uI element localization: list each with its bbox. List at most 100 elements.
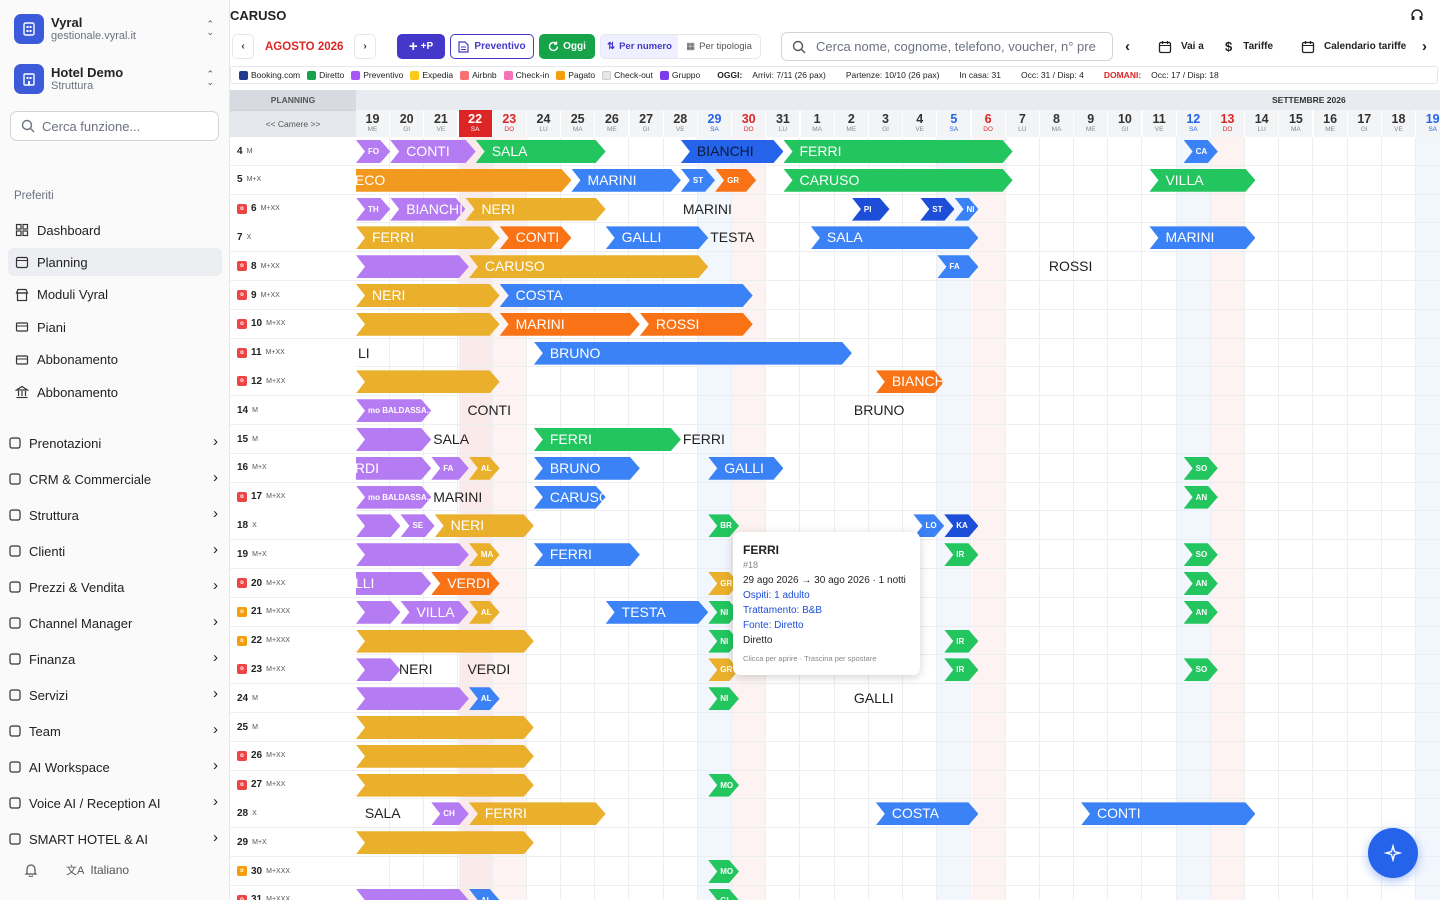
day-header[interactable]: 2 ME — [834, 110, 869, 137]
sidebar-group-servizi[interactable]: Servizi › — [8, 681, 222, 709]
booking-label[interactable]: NERI — [399, 661, 433, 678]
booking-bar[interactable]: AL — [469, 687, 500, 710]
day-header[interactable]: 22 SA — [458, 110, 493, 137]
day-header[interactable]: 7 LU — [1005, 110, 1040, 137]
day-header[interactable]: 19 SA — [1416, 110, 1440, 137]
day-header[interactable]: 31 LU — [766, 110, 801, 137]
day-header[interactable]: 21 VE — [424, 110, 459, 137]
booking-bar[interactable]: TH — [356, 198, 390, 221]
booking-bar[interactable]: FO — [356, 140, 390, 163]
booking-bar[interactable]: NERI — [435, 514, 534, 537]
booking-bar[interactable]: NERI — [356, 284, 500, 307]
booking-bar[interactable]: SE — [400, 514, 434, 537]
booking-bar[interactable]: IR — [944, 543, 978, 566]
booking-bar[interactable]: GR — [708, 658, 739, 681]
day-header[interactable]: 5 SA — [937, 110, 972, 137]
booking-bar[interactable]: GALLI — [606, 226, 709, 249]
booking-bar[interactable]: CH — [431, 802, 469, 825]
day-header[interactable]: 10 GI — [1108, 110, 1143, 137]
room-row-label[interactable]: o 27 M+XX — [230, 770, 356, 800]
function-search-input[interactable]: Cerca funzione... — [10, 111, 219, 141]
booking-bar[interactable]: CONTI — [390, 140, 476, 163]
booking-bar[interactable]: GR — [708, 572, 739, 595]
day-header[interactable]: 13 DO — [1211, 110, 1245, 137]
booking-bar[interactable]: SO — [1184, 658, 1218, 681]
booking-bar[interactable]: ST — [920, 198, 954, 221]
booking-bar[interactable]: FERRI — [534, 543, 640, 566]
day-header[interactable]: 3 GI — [869, 110, 903, 137]
booking-bar[interactable]: MARINI — [1149, 226, 1255, 249]
room-row-label[interactable]: 28 X — [230, 799, 356, 829]
booking-label[interactable]: SALA — [364, 805, 401, 822]
workspace-switcher[interactable]: Vyral gestionale.vyral.it ⌃ ⌄ — [8, 7, 222, 51]
booking-label[interactable]: MARINI — [682, 200, 732, 217]
room-row-label[interactable]: 14 M — [230, 396, 356, 426]
booking-bar[interactable]: BIANCHI — [876, 370, 944, 393]
room-row-label[interactable]: o 10 M+XX — [230, 309, 356, 339]
booking-bar[interactable]: AN — [1184, 572, 1218, 595]
booking-bar[interactable]: PI — [852, 198, 890, 221]
booking-bar[interactable]: VERDI — [431, 572, 499, 595]
room-row-label[interactable]: o 21 M+XXX — [230, 597, 356, 627]
toolbar-prev-button[interactable]: ‹ — [1125, 34, 1130, 59]
booking-bar[interactable] — [356, 658, 400, 681]
room-row-label[interactable]: 15 M — [230, 425, 356, 454]
booking-bar[interactable] — [356, 716, 534, 739]
sidebar-group-voice-ai-reception-ai[interactable]: Voice AI / Reception AI › — [8, 789, 222, 817]
room-row-label[interactable]: o 17 M+XX — [230, 482, 356, 512]
sidebar-group-crm-commerciale[interactable]: CRM & Commerciale › — [8, 465, 222, 493]
booking-bar[interactable]: ECO — [339, 169, 572, 192]
booking-bar[interactable] — [356, 601, 400, 624]
booking-bar[interactable]: LLI — [339, 572, 431, 595]
booking-bar[interactable]: ST — [681, 169, 715, 192]
room-row-label[interactable]: o 30 M+XXX — [230, 857, 356, 886]
room-row-label[interactable]: o 12 M+XX — [230, 367, 356, 397]
booking-bar[interactable]: CARUSO — [534, 486, 606, 509]
sidebar-group-channel-manager[interactable]: Channel Manager › — [8, 609, 222, 637]
day-header[interactable]: 25 MA — [561, 110, 596, 137]
rooms-toggle[interactable]: << Camere >> — [230, 110, 356, 137]
booking-label[interactable]: FERRI — [682, 431, 725, 447]
booking-label[interactable]: VERDI — [467, 661, 511, 678]
prev-month-button[interactable]: ‹ — [232, 34, 254, 59]
booking-bar[interactable]: KA — [944, 514, 978, 537]
booking-bar[interactable]: SO — [1184, 543, 1218, 566]
booking-bar[interactable]: MARINI — [500, 313, 640, 336]
tariffe-button[interactable]: $ Tariffe — [1225, 34, 1273, 59]
booking-bar[interactable]: CONTI — [500, 226, 572, 249]
booking-bar[interactable]: mo BALDASSA... — [356, 486, 431, 509]
room-row-label[interactable]: o 11 M+XX — [230, 338, 356, 368]
day-header[interactable]: 17 GI — [1347, 110, 1382, 137]
ai-assistant-button[interactable] — [1368, 828, 1418, 878]
booking-bar[interactable] — [356, 687, 469, 710]
booking-bar[interactable]: BR — [708, 514, 739, 537]
room-row-label[interactable]: o 26 M+XX — [230, 741, 356, 771]
toolbar-next-button[interactable]: › — [1422, 34, 1427, 59]
booking-bar[interactable] — [356, 313, 500, 336]
booking-bar[interactable]: ROSSI — [640, 313, 753, 336]
booking-bar[interactable]: NI — [708, 687, 739, 710]
booking-bar[interactable]: VILLA — [400, 601, 468, 624]
booking-label[interactable]: GALLI — [853, 690, 894, 707]
sidebar-item-abbonamento[interactable]: Abbonamento — [8, 378, 222, 406]
calendario-tariffe-button[interactable]: Calendario tariffe — [1301, 34, 1406, 59]
booking-bar[interactable]: AN — [1184, 486, 1218, 509]
room-row-label[interactable]: 29 M+X — [230, 828, 356, 858]
day-header[interactable]: 11 VE — [1142, 110, 1177, 137]
sidebar-group-prenotazioni[interactable]: Prenotazioni › — [8, 429, 222, 457]
booking-bar[interactable]: CONTI — [1081, 802, 1255, 825]
booking-bar[interactable] — [356, 514, 400, 537]
booking-bar[interactable]: VILLA — [1149, 169, 1255, 192]
booking-bar[interactable]: NI — [708, 601, 739, 624]
per-numero-tab[interactable]: ⇅ Per numero — [601, 35, 679, 58]
booking-bar[interactable] — [356, 889, 469, 900]
booking-bar[interactable]: RDI — [339, 457, 431, 480]
room-row-label[interactable]: 5 M+X — [230, 165, 356, 195]
booking-bar[interactable]: GI — [708, 889, 739, 900]
booking-bar[interactable]: IR — [944, 658, 978, 681]
booking-label[interactable]: BRUNO — [853, 402, 905, 419]
booking-bar[interactable] — [356, 630, 534, 653]
day-header[interactable]: 23 DO — [492, 110, 527, 137]
day-header[interactable]: 15 MA — [1279, 110, 1314, 137]
